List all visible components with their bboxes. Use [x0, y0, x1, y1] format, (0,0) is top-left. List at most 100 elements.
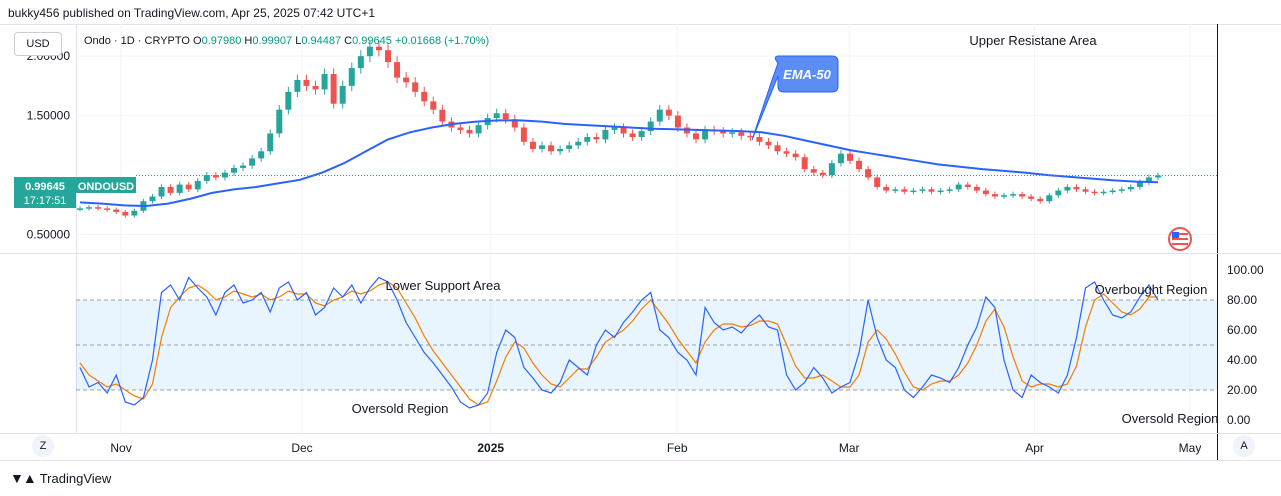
- us-flag-icon[interactable]: [1168, 227, 1192, 251]
- stoch-level-lines: [76, 299, 1217, 391]
- legend-high: 0.99907: [252, 35, 293, 47]
- candle-body: [910, 190, 917, 193]
- stoch-tick-label: 20.00: [1227, 383, 1257, 397]
- candle-body: [629, 133, 636, 138]
- candle-body: [1100, 191, 1107, 194]
- candle-body: [883, 186, 890, 191]
- candle-body: [1155, 175, 1161, 178]
- candle-body: [303, 79, 310, 86]
- candle-body: [457, 127, 464, 130]
- candle-body: [421, 91, 428, 102]
- candle-body: [575, 141, 582, 146]
- candle-body: [502, 113, 509, 120]
- candle-body: [765, 141, 772, 146]
- candle-body: [756, 137, 763, 142]
- legend-low: 0.94487: [301, 35, 342, 47]
- candle-body: [856, 160, 863, 170]
- price-tag-ticker: ONDOUSD: [78, 181, 134, 193]
- candle-body: [430, 101, 437, 110]
- candle-body: [693, 133, 699, 140]
- candle-body: [874, 177, 881, 187]
- candle-body: [267, 133, 274, 152]
- candle-body: [258, 151, 265, 159]
- footer-brand[interactable]: ▼▲ TradingView: [10, 470, 111, 486]
- candle-body: [122, 211, 129, 216]
- candle-body: [394, 62, 401, 78]
- candle-body: [95, 207, 102, 209]
- price-tag-bg: [14, 177, 76, 208]
- candle-body: [493, 113, 500, 118]
- candle-body: [1001, 195, 1007, 197]
- candle-body: [584, 137, 591, 142]
- candle-body: [1118, 189, 1125, 191]
- candle-body: [1055, 190, 1062, 196]
- legend-close-label: C: [344, 35, 353, 47]
- candle-body: [647, 121, 654, 132]
- candle-body: [919, 189, 926, 191]
- candle-body: [928, 189, 935, 192]
- candle-body: [77, 208, 83, 210]
- candle-body: [539, 145, 545, 149]
- candle-body: [475, 125, 482, 134]
- candle-body: [357, 56, 364, 69]
- candle-body: [366, 46, 373, 57]
- candle-body: [982, 190, 989, 195]
- ticker-tag-bg: [76, 177, 136, 193]
- candle-body: [520, 127, 527, 142]
- auto-scale-button[interactable]: A: [1233, 435, 1255, 457]
- candle-body: [783, 151, 790, 154]
- candle-body: [403, 77, 410, 83]
- price-tick-label: 0.50000: [27, 228, 71, 242]
- stoch-tick-label: 100.00: [1227, 263, 1264, 277]
- time-tick-label: Nov: [110, 441, 131, 455]
- candle-body: [847, 153, 853, 161]
- stoch-tick-label: 0.00: [1227, 413, 1251, 427]
- candle-body: [973, 186, 980, 191]
- candle-body: [149, 196, 156, 202]
- candle-body: [249, 158, 256, 166]
- candle-body: [312, 85, 319, 90]
- candle-body: [656, 109, 663, 122]
- candle-body: [738, 132, 745, 136]
- candle-body: [792, 153, 799, 158]
- candle-body: [729, 132, 736, 134]
- candle-body: [231, 167, 237, 173]
- candle-body: [964, 184, 971, 187]
- lower-support-label: Lower Support Area: [386, 278, 502, 293]
- candle-body: [221, 172, 228, 178]
- candle-body: [203, 175, 210, 182]
- price-tag-value: 0.99645: [25, 181, 65, 193]
- candle-body: [348, 68, 355, 86]
- candle-body: [837, 153, 844, 164]
- legend-low-label: L: [295, 35, 302, 47]
- candle-body: [774, 145, 781, 152]
- candle-body: [593, 137, 600, 140]
- footer-brand-label: TradingView: [39, 470, 112, 486]
- candle-body: [529, 141, 536, 149]
- candle-body: [176, 184, 183, 193]
- candle-body: [375, 46, 382, 51]
- zoom-button[interactable]: Z: [32, 435, 54, 457]
- candle-body: [285, 91, 292, 110]
- candle-body: [330, 74, 337, 104]
- time-tick-label: Feb: [667, 441, 688, 455]
- candle-body: [212, 175, 219, 178]
- candle-body: [104, 208, 111, 210]
- candle-body: [1037, 198, 1044, 202]
- candle-body: [946, 189, 953, 191]
- candle-body: [240, 165, 247, 168]
- candle-body: [86, 207, 93, 209]
- time-tick-label: Dec: [291, 441, 312, 455]
- oversold-label-right: Oversold Region: [1122, 411, 1219, 426]
- candle-body: [892, 189, 899, 191]
- candle-body: [955, 184, 962, 190]
- candle-body: [339, 85, 346, 104]
- ema-callout-bubble: [751, 55, 839, 141]
- currency-button[interactable]: USD: [14, 32, 62, 56]
- candle-body: [620, 127, 627, 134]
- candle-body: [1145, 177, 1152, 183]
- candle-body: [466, 129, 473, 134]
- oversold-label-left: Oversold Region: [352, 401, 449, 416]
